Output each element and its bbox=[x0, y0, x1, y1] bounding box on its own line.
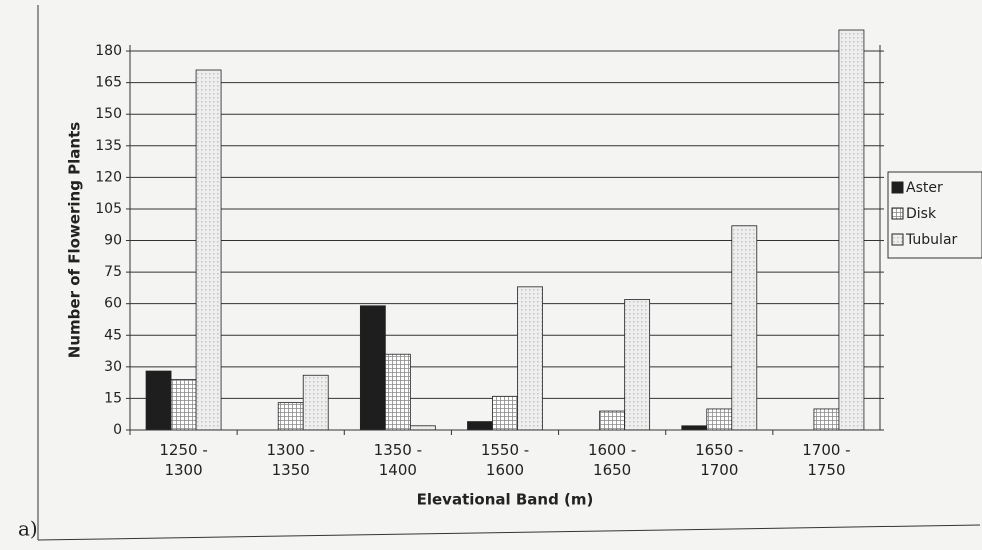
legend-label: Disk bbox=[906, 206, 937, 222]
panel-label: a) bbox=[18, 517, 38, 541]
bar bbox=[706, 408, 733, 431]
y-tick-label: 30 bbox=[104, 359, 122, 375]
bar bbox=[813, 408, 840, 431]
y-tick-label: 105 bbox=[95, 201, 122, 217]
y-tick-label: 60 bbox=[104, 296, 122, 312]
legend-label: Aster bbox=[906, 180, 943, 196]
y-tick-label: 45 bbox=[104, 327, 122, 343]
bar bbox=[277, 402, 304, 431]
legend-box bbox=[887, 171, 982, 259]
bar bbox=[359, 305, 386, 431]
bar bbox=[467, 421, 493, 431]
bar bbox=[384, 353, 411, 431]
bar bbox=[195, 69, 222, 431]
legend-swatch bbox=[891, 207, 904, 220]
bar bbox=[517, 286, 543, 431]
y-tick-label: 75 bbox=[104, 264, 122, 280]
y-axis-label: Number of Flowering Plants bbox=[66, 122, 84, 358]
y-tick-label: 120 bbox=[95, 169, 122, 185]
y-tick-label: 0 bbox=[113, 422, 122, 438]
legend-label: Tubular bbox=[905, 232, 958, 248]
bar bbox=[838, 29, 865, 431]
x-tick-label: 1650 - 1700 bbox=[695, 441, 744, 479]
x-tick-label: 1250 - 1300 bbox=[159, 441, 208, 479]
bar bbox=[731, 225, 758, 431]
legend-swatch bbox=[891, 181, 904, 194]
bar bbox=[409, 425, 436, 431]
x-tick-label: 1350 - 1400 bbox=[373, 441, 423, 479]
x-tick-label: 1550 - 1600 bbox=[480, 441, 530, 479]
bar bbox=[492, 395, 518, 431]
x-tick-label: 1600 - 1650 bbox=[587, 441, 637, 479]
bar bbox=[145, 370, 172, 431]
bar bbox=[624, 299, 651, 431]
bar bbox=[170, 379, 197, 431]
bar bbox=[302, 374, 329, 431]
bar bbox=[681, 425, 708, 431]
y-tick-label: 90 bbox=[104, 233, 122, 249]
y-tick-label: 150 bbox=[95, 106, 122, 122]
frame-bottom bbox=[37, 524, 981, 541]
y-tick-label: 135 bbox=[95, 138, 122, 154]
legend-swatch bbox=[891, 233, 904, 246]
y-tick-label: 15 bbox=[104, 390, 122, 406]
x-tick-label: 1300 - 1350 bbox=[266, 441, 315, 479]
y-tick-label: 180 bbox=[95, 43, 122, 59]
x-axis-label: Elevational Band (m) bbox=[417, 491, 594, 509]
y-tick-label: 165 bbox=[95, 75, 122, 91]
x-tick-label: 1700 - 1750 bbox=[802, 441, 851, 479]
bar bbox=[599, 410, 626, 431]
